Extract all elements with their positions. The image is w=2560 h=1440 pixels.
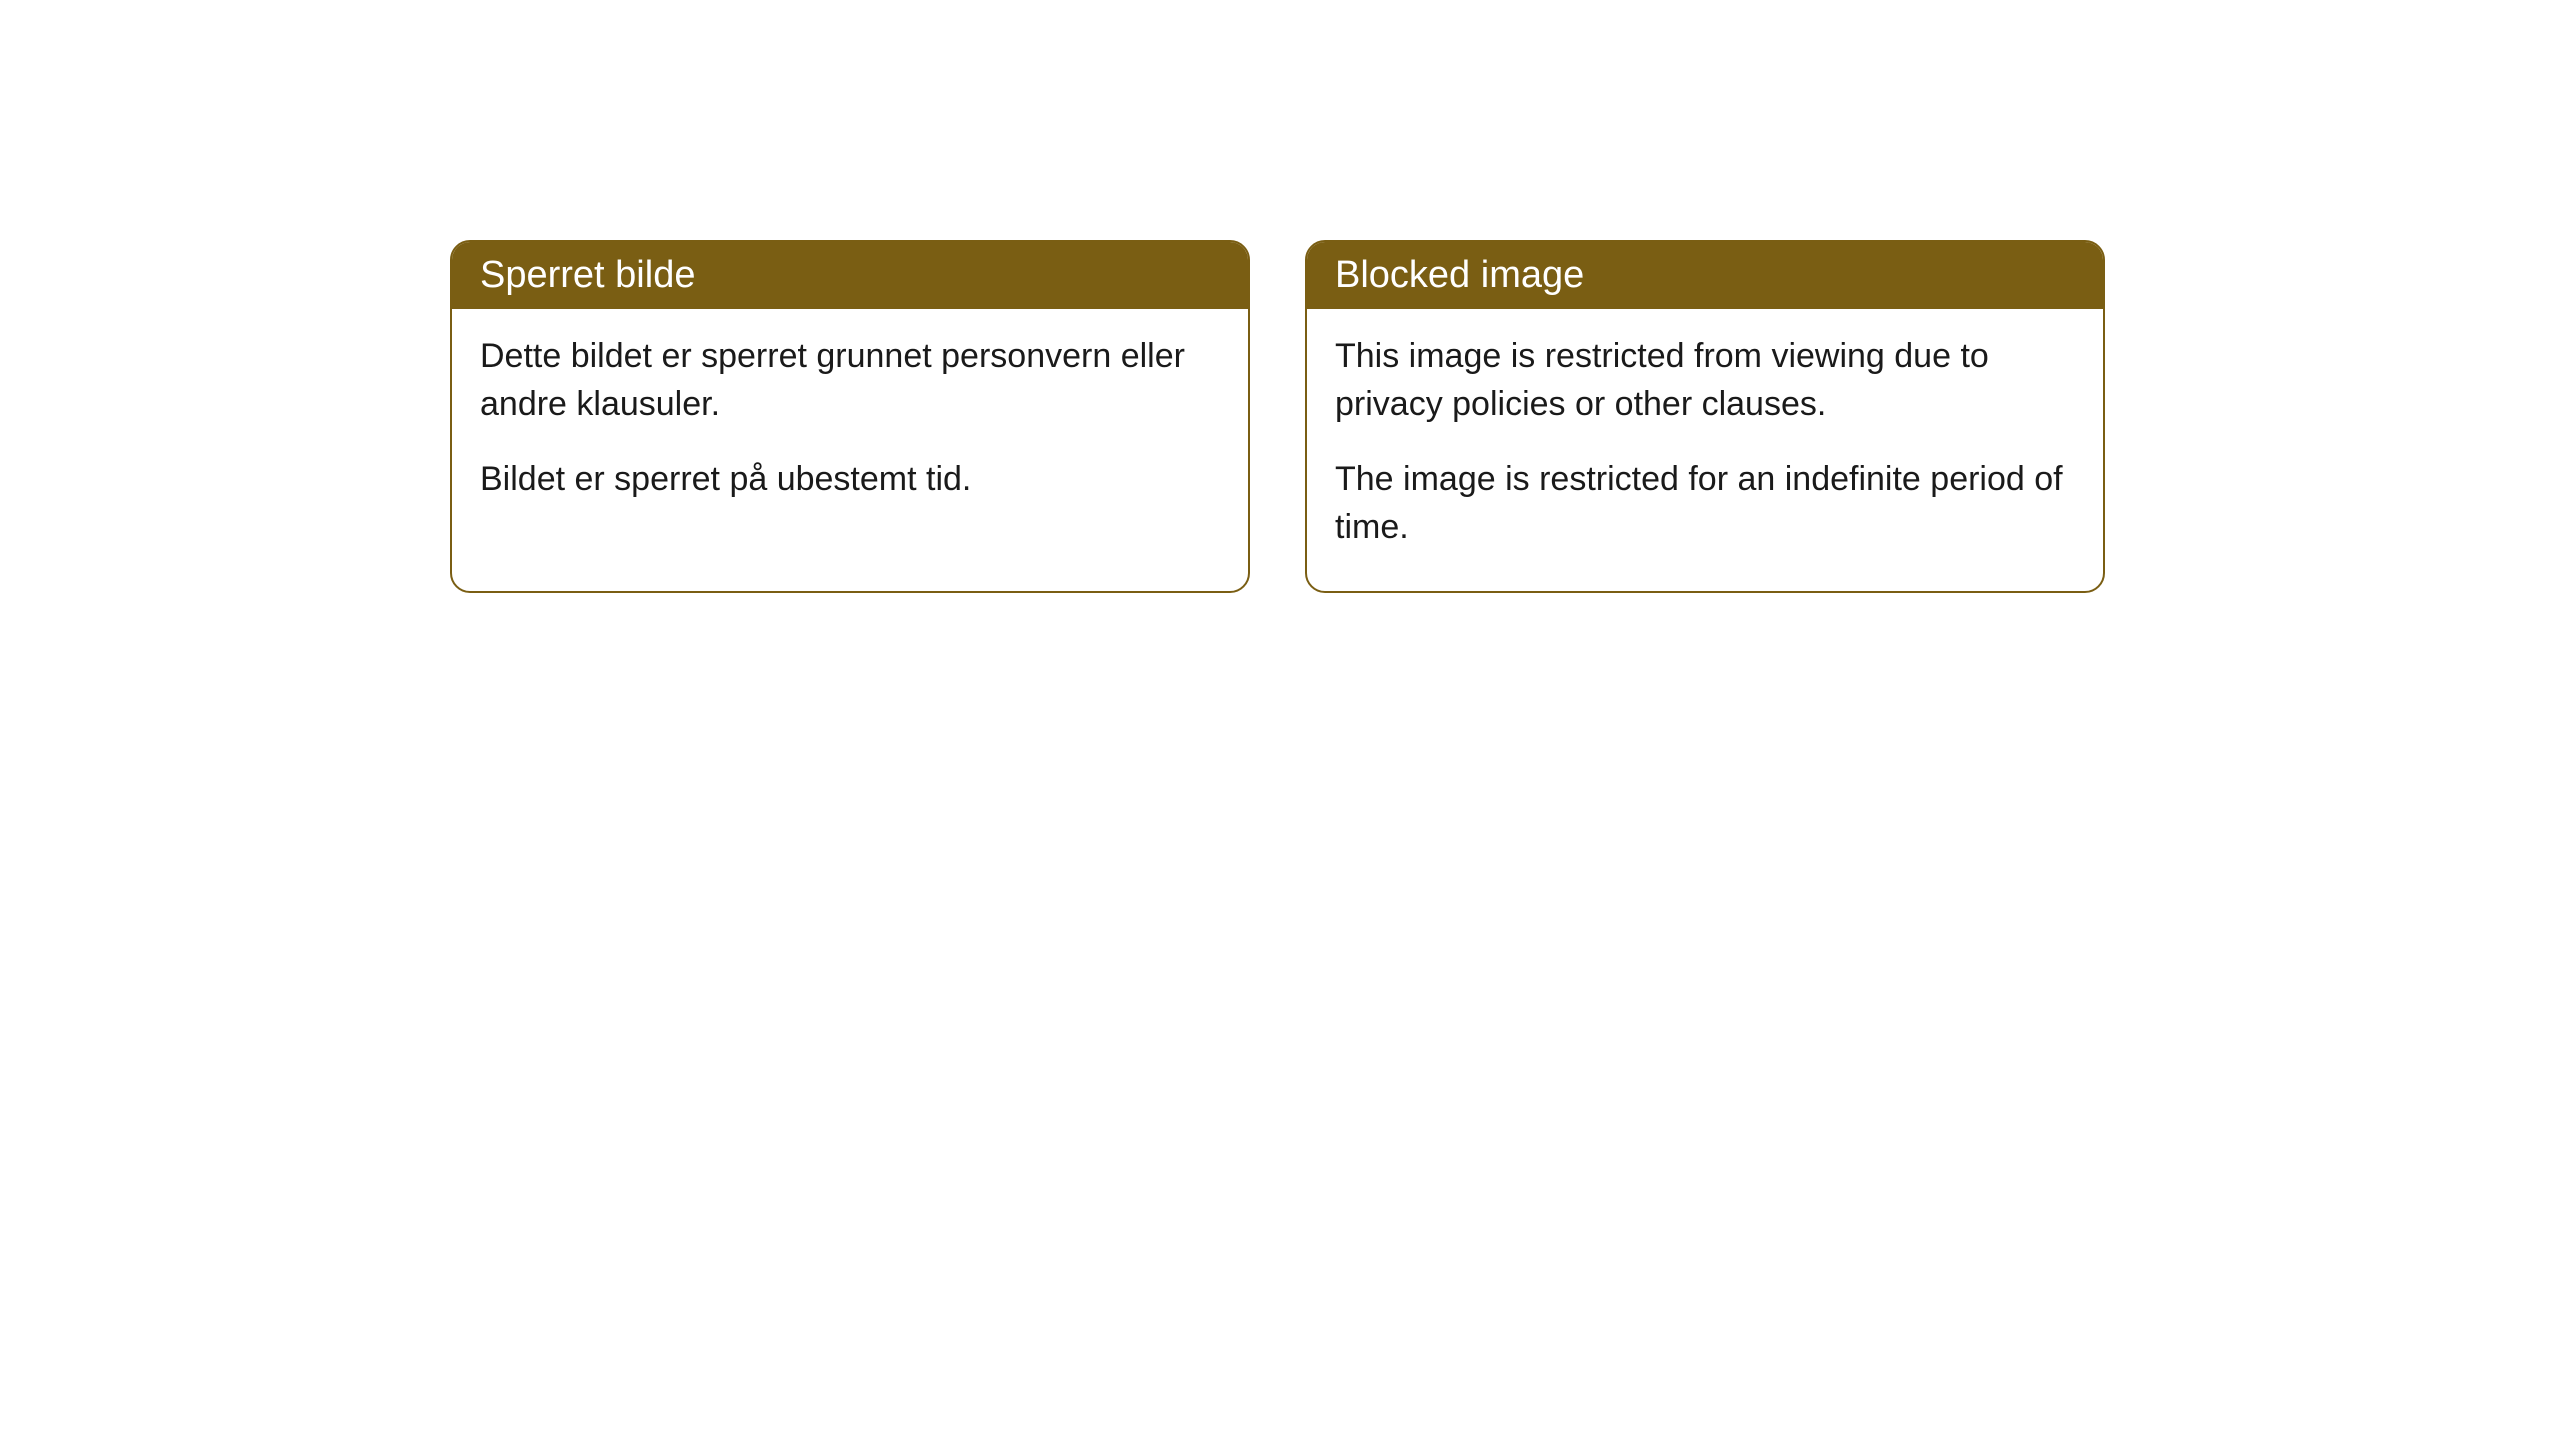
cards-container: Sperret bilde Dette bildet er sperret gr… [450, 240, 2105, 593]
card-paragraph: The image is restricted for an indefinit… [1335, 456, 2075, 551]
card-paragraph: This image is restricted from viewing du… [1335, 333, 2075, 428]
card-header-norwegian: Sperret bilde [452, 242, 1248, 309]
card-body-english: This image is restricted from viewing du… [1307, 309, 2103, 591]
card-english: Blocked image This image is restricted f… [1305, 240, 2105, 593]
card-paragraph: Bildet er sperret på ubestemt tid. [480, 456, 1220, 504]
card-body-norwegian: Dette bildet er sperret grunnet personve… [452, 309, 1248, 544]
card-norwegian: Sperret bilde Dette bildet er sperret gr… [450, 240, 1250, 593]
card-header-english: Blocked image [1307, 242, 2103, 309]
card-paragraph: Dette bildet er sperret grunnet personve… [480, 333, 1220, 428]
